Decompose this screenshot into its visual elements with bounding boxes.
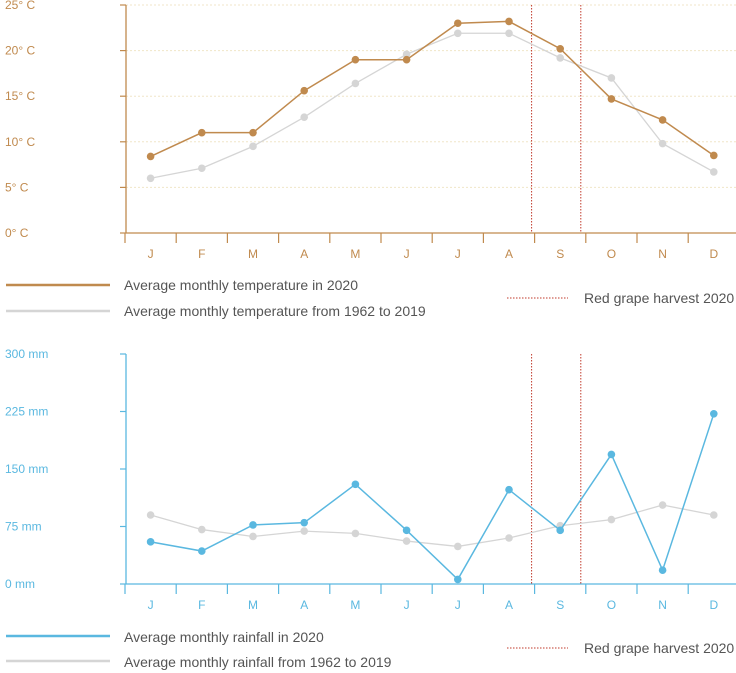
temp-month-label: O [607,247,616,261]
rain-y-tick-label: 150 mm [5,462,48,476]
temp-point-2020 [249,128,257,137]
temp-month-label: J [404,247,410,261]
legend-label-rain-2020: Average monthly rainfall in 2020 [124,629,324,645]
rain-point-average [658,501,667,509]
temp-month-label: J [148,247,154,261]
temp-y-tick-label: 25° C [5,0,35,12]
temp-point-average [300,113,309,121]
rain-point-average [505,534,513,542]
rain-point-2020 [607,450,616,459]
rain-month-label: S [556,598,564,612]
rain-series-2020-line [150,413,715,581]
temp-point-2020 [198,128,206,137]
rain-y-tick-label: 225 mm [5,405,48,419]
rain-month-label: D [709,598,718,612]
rain-month-label: F [198,598,205,612]
legend-label-harvest: Red grape harvest 2020 [584,290,734,306]
rain-point-average [146,511,155,519]
temp-month-label: F [198,247,205,261]
temp-point-average [505,29,513,38]
temp-point-average [658,139,667,148]
temp-y-tick-label: 10° C [5,135,35,149]
rain-month-label: M [248,598,258,612]
temp-point-2020 [454,19,462,28]
temp-y-tick-label: 20° C [5,44,35,58]
temp-point-average [402,50,411,59]
temperature-chart: 0° C 5° C 10° C 15° C 20° C 25° C J F M A M J J A S O N D [5,0,736,261]
rain-point-2020 [198,547,206,555]
rain-point-average [454,542,462,551]
temp-series-2020-line [150,20,715,158]
rain-month-label: J [455,598,461,612]
temp-month-label: S [556,247,564,261]
rain-point-average [249,532,257,541]
rain-series-average-line [150,504,714,548]
temp-point-2020 [505,17,513,26]
temp-point-average [249,142,257,151]
temp-point-average [454,29,462,38]
rain-month-label: N [658,598,667,612]
temp-month-label: M [248,247,258,261]
temp-y-tick-label: 5° C [5,180,29,194]
rain-point-average [402,537,411,545]
temp-month-label: A [505,247,513,261]
rainfall-legend: Average monthly rainfall in 2020 Average… [6,629,734,670]
temp-month-label: J [455,247,461,261]
rain-month-label: O [607,598,616,612]
rain-y-tick-label: 75 mm [5,520,42,534]
rain-point-2020 [658,566,667,574]
temp-y-tick-label: 15° C [5,89,35,103]
temp-y-tick-label: 0° C [5,226,29,240]
rain-point-average [300,527,309,535]
rain-point-2020 [505,485,513,494]
rain-month-label: M [350,598,360,612]
temp-point-2020 [658,116,667,124]
rain-month-label: J [148,598,154,612]
rain-point-average [198,525,206,534]
temp-point-average [198,164,206,173]
temp-month-label: M [350,247,360,261]
rain-point-average [607,515,616,524]
rain-point-2020 [710,410,718,418]
rain-y-tick-label: 300 mm [5,347,48,361]
temperature-legend: Average monthly temperature in 2020 Aver… [6,277,734,319]
temp-month-label: A [300,247,308,261]
rain-month-label: J [404,598,410,612]
legend-label-harvest-rain: Red grape harvest 2020 [584,640,734,656]
temp-point-average [146,174,155,183]
rain-point-2020 [249,521,257,529]
rain-month-label: A [505,598,513,612]
rain-point-2020 [146,538,155,546]
rain-point-2020 [402,526,411,535]
temp-point-average [351,79,360,88]
temp-point-2020 [710,151,718,160]
temp-point-average [607,74,616,82]
legend-label-rain-avg: Average monthly rainfall from 1962 to 20… [124,654,392,670]
legend-label-temp-avg: Average monthly temperature from 1962 to… [124,303,426,319]
rain-y-tick-label: 0 mm [5,577,35,591]
temp-point-average [556,54,564,62]
temp-point-2020 [402,55,411,64]
temp-point-2020 [556,44,564,53]
rain-point-2020 [454,575,462,584]
temp-month-label: N [658,247,667,261]
rain-point-2020 [351,480,360,489]
temp-point-average [710,168,718,176]
temp-month-label: D [709,247,718,261]
rain-point-2020 [556,526,564,535]
temp-series-average-line [150,32,715,179]
rain-month-label: A [300,598,308,612]
legend-label-temp-2020: Average monthly temperature in 2020 [124,277,358,293]
rain-point-2020 [300,518,309,527]
temp-point-2020 [351,55,360,64]
rainfall-chart: 0 mm 75 mm 150 mm 225 mm 300 mm J F M A M J J A S O N D [5,347,736,612]
temp-point-2020 [300,86,309,95]
temp-point-2020 [146,152,155,161]
rain-point-average [351,529,360,538]
rain-point-average [710,511,718,519]
temp-point-2020 [607,95,616,103]
